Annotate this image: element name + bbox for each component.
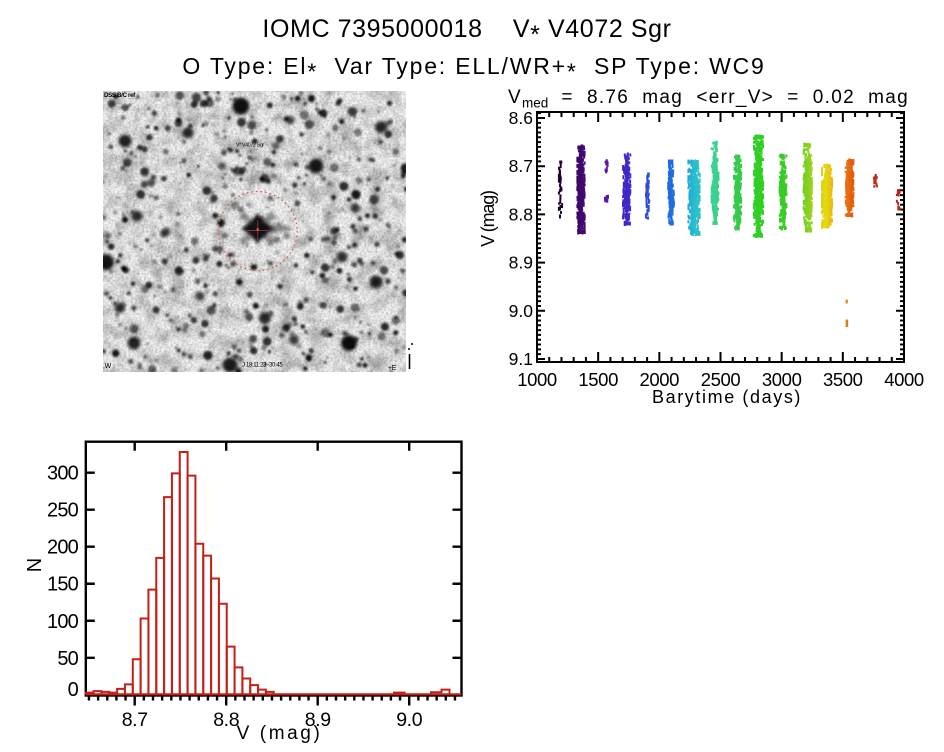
svg-text:+E: +E bbox=[388, 365, 397, 372]
svg-text:9.1: 9.1 bbox=[509, 349, 533, 369]
svg-text:8.7: 8.7 bbox=[122, 709, 148, 731]
svg-text:0: 0 bbox=[68, 679, 79, 701]
svg-text:8.8: 8.8 bbox=[213, 709, 239, 731]
svg-text:9.0: 9.0 bbox=[396, 709, 422, 731]
svg-text:V* V4072 Sgr: V* V4072 Sgr bbox=[236, 143, 264, 149]
svg-text:8.9: 8.9 bbox=[509, 253, 533, 273]
svg-text:V (mag): V (mag) bbox=[478, 191, 498, 247]
svg-text:2000: 2000 bbox=[640, 369, 680, 390]
svg-text:J 18:11:23 -30:45: J 18:11:23 -30:45 bbox=[242, 363, 283, 369]
svg-text:300: 300 bbox=[47, 463, 79, 485]
svg-text:V (mag): V (mag) bbox=[237, 723, 323, 744]
svg-text:9.0: 9.0 bbox=[509, 301, 534, 321]
svg-text:200: 200 bbox=[47, 537, 79, 559]
svg-text:Vmed = 8.76 mag <err_V> =: Vmed = 8.76 mag <err_V> = 0.02 mag bbox=[508, 87, 909, 111]
svg-text:N: N bbox=[24, 558, 46, 572]
svg-text:8.7: 8.7 bbox=[509, 156, 533, 176]
svg-text:50: 50 bbox=[57, 648, 78, 670]
svg-text:Barytime (days): Barytime (days) bbox=[652, 387, 802, 407]
svg-text:8.8: 8.8 bbox=[509, 204, 533, 224]
svg-text:8.6: 8.6 bbox=[509, 108, 533, 128]
svg-text:DSS B/C ref: DSS B/C ref bbox=[104, 92, 136, 99]
svg-text:,W: ,W bbox=[103, 363, 112, 370]
svg-text:1000: 1000 bbox=[517, 369, 557, 390]
svg-text:3000: 3000 bbox=[762, 369, 802, 390]
svg-text:8.9: 8.9 bbox=[305, 709, 331, 731]
svg-text:150: 150 bbox=[47, 574, 79, 596]
svg-text:4000: 4000 bbox=[884, 369, 924, 390]
svg-text:3500: 3500 bbox=[823, 369, 863, 390]
svg-text:1500: 1500 bbox=[578, 369, 618, 390]
svg-text:250: 250 bbox=[47, 500, 79, 522]
svg-text:2500: 2500 bbox=[701, 369, 741, 390]
svg-text:100: 100 bbox=[47, 611, 79, 633]
